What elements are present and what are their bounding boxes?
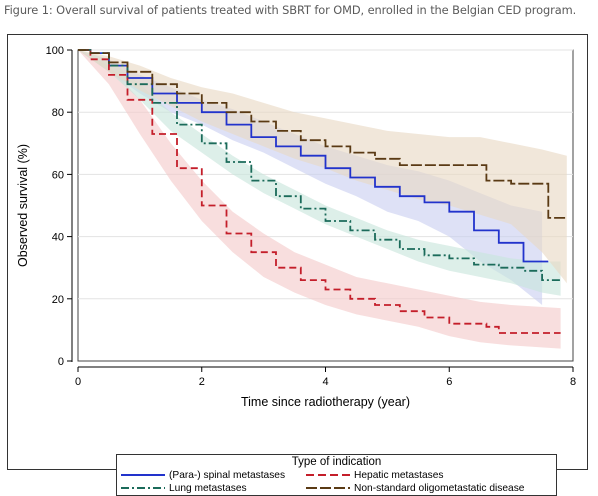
line-hepatic — [78, 49, 561, 334]
y-tick-label-80: 80 — [52, 107, 64, 119]
legend-swatch-hepatic — [306, 474, 350, 476]
legend-item-spinal: (Para-) spinal metastases — [121, 469, 285, 481]
y-tick-label-20: 20 — [52, 294, 64, 306]
figure-caption: Figure 1: Overall survival of patients t… — [4, 3, 577, 17]
x-tick-label-8: 8 — [570, 376, 576, 388]
band-hepatic — [78, 50, 561, 349]
legend: Type of indication (Para-) spinal metast… — [116, 454, 557, 496]
survival-chart: 0 20 40 60 80 100 0 2 4 6 8 Time since radiotherapy… — [16, 45, 576, 409]
x-axis-title: Time since radiotherapy (year) — [241, 395, 410, 409]
legend-swatch-spinal — [121, 474, 165, 476]
legend-title: Type of indication — [291, 456, 382, 468]
x-tick-label-6: 6 — [446, 376, 452, 388]
legend-swatch-lung — [121, 487, 165, 489]
x-tick-label-2: 2 — [199, 376, 205, 388]
legend-label-lung: Lung metastases — [169, 482, 247, 494]
chart-frame: 0 20 40 60 80 100 0 2 4 6 8 Time since radiotherapy… — [7, 34, 588, 496]
line-spinal — [78, 49, 549, 263]
legend-label-hepatic: Hepatic metastases — [354, 469, 444, 481]
x-tick-label-0: 0 — [75, 376, 81, 388]
y-tick-label-0: 0 — [58, 356, 64, 368]
legend-label-spinal: (Para-) spinal metastases — [169, 469, 286, 481]
legend-label-nonstandard: Non-standard oligometastatic disease — [354, 482, 525, 494]
legend-item-nonstandard: Non-standard oligometastatic disease — [306, 482, 524, 494]
legend-swatch-nonstandard — [306, 487, 350, 489]
line-nonstandard — [78, 49, 567, 219]
y-tick-label-40: 40 — [52, 232, 64, 244]
line-lung — [78, 49, 561, 281]
y-tick-label-100: 100 — [46, 45, 64, 57]
band-nonstandard — [78, 50, 567, 284]
x-tick-label-4: 4 — [322, 376, 328, 388]
y-tick-label-60: 60 — [52, 169, 64, 181]
legend-item-hepatic: Hepatic metastases — [306, 469, 443, 481]
legend-item-lung: Lung metastases — [121, 482, 247, 494]
y-axis-title: Observed survival (%) — [16, 144, 30, 267]
